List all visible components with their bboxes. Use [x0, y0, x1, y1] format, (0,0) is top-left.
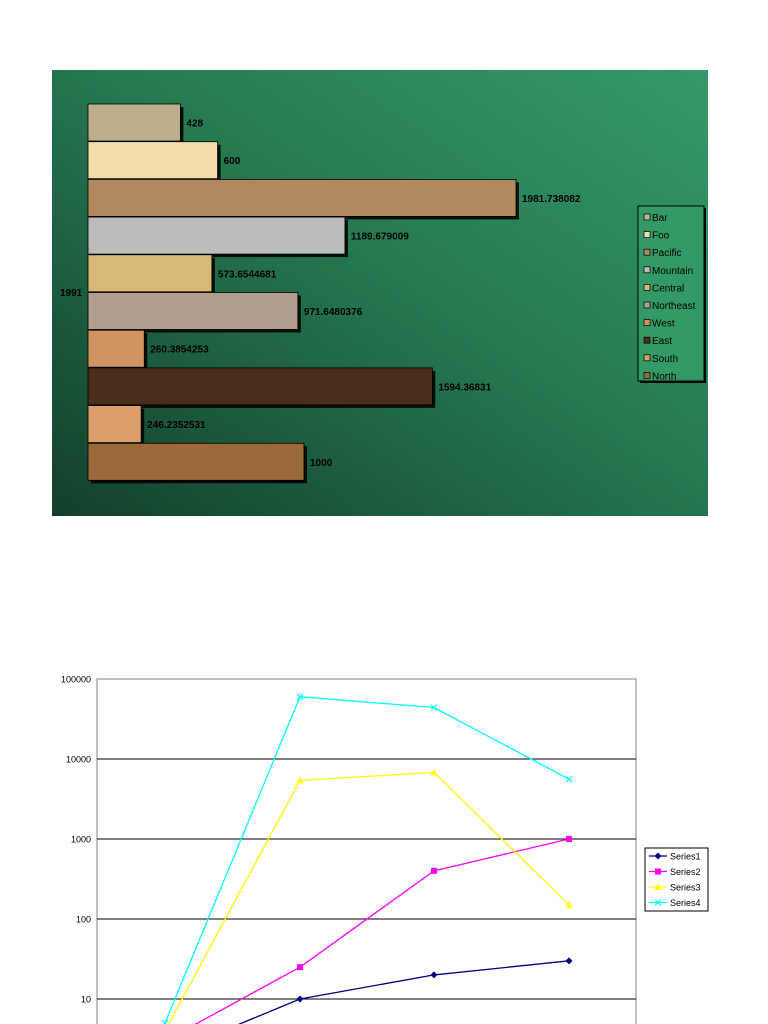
y-tick-label-100: 100 [76, 915, 91, 925]
bar-value-label-east: 1594.36831 [438, 382, 491, 393]
bar-foo [87, 141, 218, 180]
legend-swatch-central [643, 284, 651, 291]
legend-label-foo: Foo [652, 231, 670, 242]
line-series4 [164, 696, 570, 1024]
bar-value-label-pacific: 1981.738082 [522, 194, 581, 205]
bar-northeast [87, 292, 299, 330]
y-tick-label-10000: 10000 [66, 755, 91, 765]
legend-label-mountain: Mountain [652, 266, 693, 277]
legend-swatch-south [643, 354, 651, 362]
legend-label-bar: Bar [652, 213, 668, 224]
bar-value-label-north: 1000 [310, 458, 333, 469]
point-series2-4 [566, 836, 572, 842]
point-series4-2 [296, 693, 304, 701]
legend-label-central: Central [652, 283, 684, 294]
point-series4-4 [565, 775, 573, 783]
point-series3-2 [296, 776, 304, 784]
y-axis-ticks: 100000 10000 1000 100 10 [61, 675, 91, 1005]
chart-2-legend: Series1 Series2 Series3 Series4 [644, 847, 709, 912]
point-series3-4 [565, 901, 573, 908]
line-series1 [237, 960, 570, 1024]
bar-value-label-mountain: 1189.679009 [351, 232, 409, 243]
point-series1-3 [430, 971, 438, 979]
legend-label-series2: Series2 [670, 867, 701, 877]
line-series2 [194, 838, 570, 1024]
legend-label-northeast: Northeast [652, 301, 696, 312]
point-series1-4 [565, 957, 573, 965]
line-series3 [167, 771, 570, 1024]
point-series3-3 [430, 768, 438, 776]
legend-marker-series3 [654, 883, 662, 890]
bar-value-label-west: 260.3854253 [150, 345, 209, 356]
plot-area [96, 678, 637, 1024]
bar-value-label-central: 573.6544681 [218, 269, 277, 280]
point-series4-1 [161, 1019, 169, 1024]
legend-label-south: South [652, 354, 678, 365]
legend-marker-series4 [654, 899, 662, 906]
legend-swatch-east [643, 336, 651, 344]
legend-swatch-pacific [643, 248, 651, 256]
legend-swatch-foo [643, 231, 651, 238]
y-tick-label-100000: 100000 [61, 675, 91, 685]
point-series4-3 [430, 704, 438, 711]
category-label: 1991 [60, 288, 83, 299]
bar-west [87, 329, 145, 368]
bar-pacific [87, 179, 517, 217]
bar-bar [87, 103, 181, 142]
legend-swatch-bar [643, 213, 651, 221]
legend-label-west: West [652, 319, 675, 330]
bar-group: 428 600 1981.738082 1189.679009 573.6544681 9… [87, 103, 581, 484]
legend-label-pacific: Pacific [652, 248, 681, 259]
bar-east [87, 367, 433, 406]
legend-swatch-north [643, 372, 651, 379]
y-tick-label-1000: 1000 [71, 835, 91, 845]
point-series2-3 [431, 867, 437, 874]
bar-south [87, 405, 142, 444]
legend-label-series3: Series3 [670, 883, 701, 893]
legend-box [644, 847, 709, 912]
bar-mountain [87, 216, 346, 255]
point-series2-2 [297, 964, 303, 971]
bar-value-label-south: 246.2352531 [147, 420, 206, 431]
chart-1-legend: Bar Foo Pacific Mountain Central Northeast Wes… [637, 205, 706, 383]
legend-label-series4: Series4 [670, 898, 701, 908]
y-tick-label-10: 10 [81, 995, 91, 1005]
point-series1-2 [296, 995, 304, 1003]
legend-marker-series1 [654, 852, 662, 860]
legend-label-north: North [652, 371, 676, 382]
legend-label-series1: Series1 [670, 852, 701, 862]
bar-value-label-bar: 428 [186, 119, 203, 130]
legend-swatch-mountain [643, 266, 651, 274]
bar-north [87, 442, 305, 481]
legend-swatch-northeast [643, 301, 651, 309]
legend-marker-series2 [655, 868, 661, 875]
bar-value-label-foo: 600 [224, 156, 241, 167]
bar-central [87, 254, 213, 293]
series-lines [161, 693, 573, 1024]
bar-chart-1991: 1991 428 600 1981.738082 1189.679009 573.654… [52, 70, 708, 516]
bar-value-label-northeast: 971.6480376 [304, 307, 363, 318]
gridlines [97, 758, 636, 1000]
legend-swatch-west [643, 319, 651, 326]
legend-label-east: East [652, 336, 672, 347]
